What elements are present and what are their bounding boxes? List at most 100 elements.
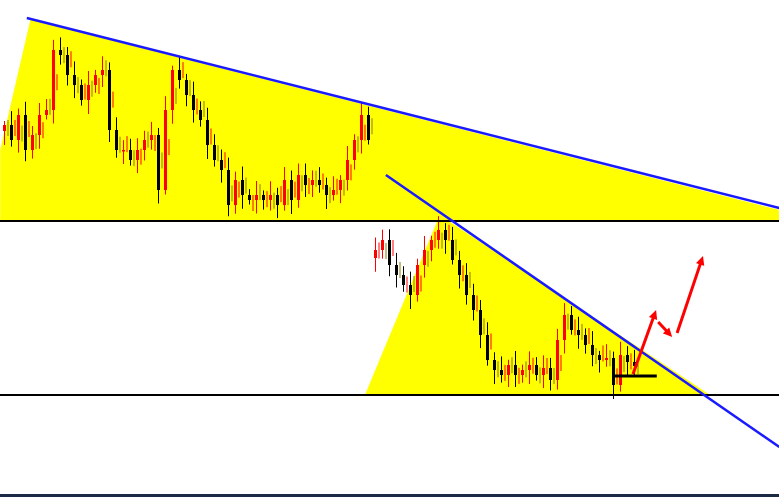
bullish-candle [150, 135, 153, 140]
bearish-candle [500, 370, 503, 375]
bearish-candle [633, 362, 636, 366]
bearish-candle [129, 150, 132, 160]
bearish-candle [367, 115, 370, 140]
bullish-candle [297, 175, 300, 200]
bullish-candle [430, 240, 433, 250]
bearish-candle [108, 70, 111, 130]
bullish-candle [3, 125, 6, 131]
bullish-candle [605, 358, 608, 360]
bearish-candle [206, 120, 209, 145]
arrow-head-icon [696, 256, 705, 266]
bullish-candle [122, 150, 125, 152]
bullish-candle [353, 140, 356, 160]
bearish-candle [304, 175, 307, 185]
bullish-candle [619, 355, 622, 385]
bullish-candle [164, 110, 167, 190]
chart-border [0, 494, 779, 497]
bearish-candle [10, 125, 13, 140]
arrow-head-icon [662, 327, 673, 337]
bullish-candle [255, 195, 258, 200]
bullish-candle [556, 340, 559, 380]
bearish-candle [535, 365, 538, 375]
bullish-candle [171, 70, 174, 110]
bearish-candle [248, 195, 251, 200]
bullish-candle [45, 110, 48, 115]
bullish-candle [374, 250, 377, 258]
bullish-candle [528, 365, 531, 370]
bullish-candle [346, 160, 349, 180]
bearish-candle [59, 50, 62, 55]
bearish-candle [24, 115, 27, 150]
bullish-candle [143, 140, 146, 150]
bearish-candle [227, 170, 230, 205]
bearish-candle [318, 180, 321, 185]
bullish-candle [283, 180, 286, 205]
bearish-candle [185, 80, 188, 95]
bullish-candle [339, 180, 342, 190]
trendline [385, 173, 779, 449]
bearish-candle [80, 85, 83, 100]
bearish-candle [325, 185, 328, 195]
bullish-candle [31, 135, 34, 150]
bearish-candle [493, 360, 496, 370]
bullish-candle [87, 85, 90, 100]
bearish-candle [479, 310, 482, 335]
bearish-candle [451, 240, 454, 260]
bearish-candle [220, 160, 223, 170]
trendlines [26, 16, 779, 449]
bearish-candle [598, 355, 601, 360]
bearish-candle [388, 240, 391, 265]
bearish-candle [290, 180, 293, 200]
bullish-candle [507, 365, 510, 375]
bearish-candle [465, 275, 468, 295]
yellow-zone [0, 20, 779, 221]
bearish-candle [458, 260, 461, 275]
bearish-candle [409, 285, 412, 295]
bearish-candle [241, 180, 244, 195]
bullish-candle [17, 115, 20, 140]
bullish-candle [136, 150, 139, 160]
bullish-candle [381, 240, 384, 250]
bearish-candle [570, 315, 573, 330]
bullish-candle [38, 115, 41, 135]
bullish-candle [332, 190, 335, 195]
annotations [612, 256, 705, 378]
bullish-candle [542, 368, 545, 375]
arrow-head-icon [648, 310, 658, 320]
bearish-candle [584, 335, 587, 345]
bearish-candle [66, 55, 69, 75]
bearish-candle [262, 195, 265, 200]
bullish-candle [521, 370, 524, 375]
bearish-candle [192, 95, 195, 110]
bullish-candle [94, 75, 97, 85]
bearish-candle [213, 145, 216, 160]
arrow-shaft [631, 317, 655, 375]
bearish-candle [402, 275, 405, 285]
bullish-candle [52, 50, 55, 110]
bearish-candle [115, 130, 118, 150]
horizontal-levels [0, 220, 779, 396]
bearish-candle [514, 365, 517, 375]
bullish-candle [234, 180, 237, 205]
bearish-candle [612, 358, 615, 385]
bearish-candle [178, 70, 181, 80]
bullish-candle [423, 250, 426, 265]
bearish-candle [73, 75, 76, 85]
bearish-candle [395, 265, 398, 275]
bearish-candle [157, 135, 160, 190]
bearish-candle [444, 230, 447, 240]
bullish-candle [101, 70, 104, 75]
bearish-candle [199, 110, 202, 120]
candlesticks [3, 37, 639, 399]
bullish-candle [360, 115, 363, 140]
bearish-candle [472, 295, 475, 310]
arrow-shaft [675, 263, 702, 334]
bullish-candle [269, 195, 272, 200]
bearish-candle [486, 335, 489, 360]
bullish-candle [311, 180, 314, 185]
bearish-candle [591, 345, 594, 355]
bearish-candle [276, 195, 279, 205]
bullish-candle [416, 265, 419, 295]
bearish-candle [626, 355, 629, 362]
